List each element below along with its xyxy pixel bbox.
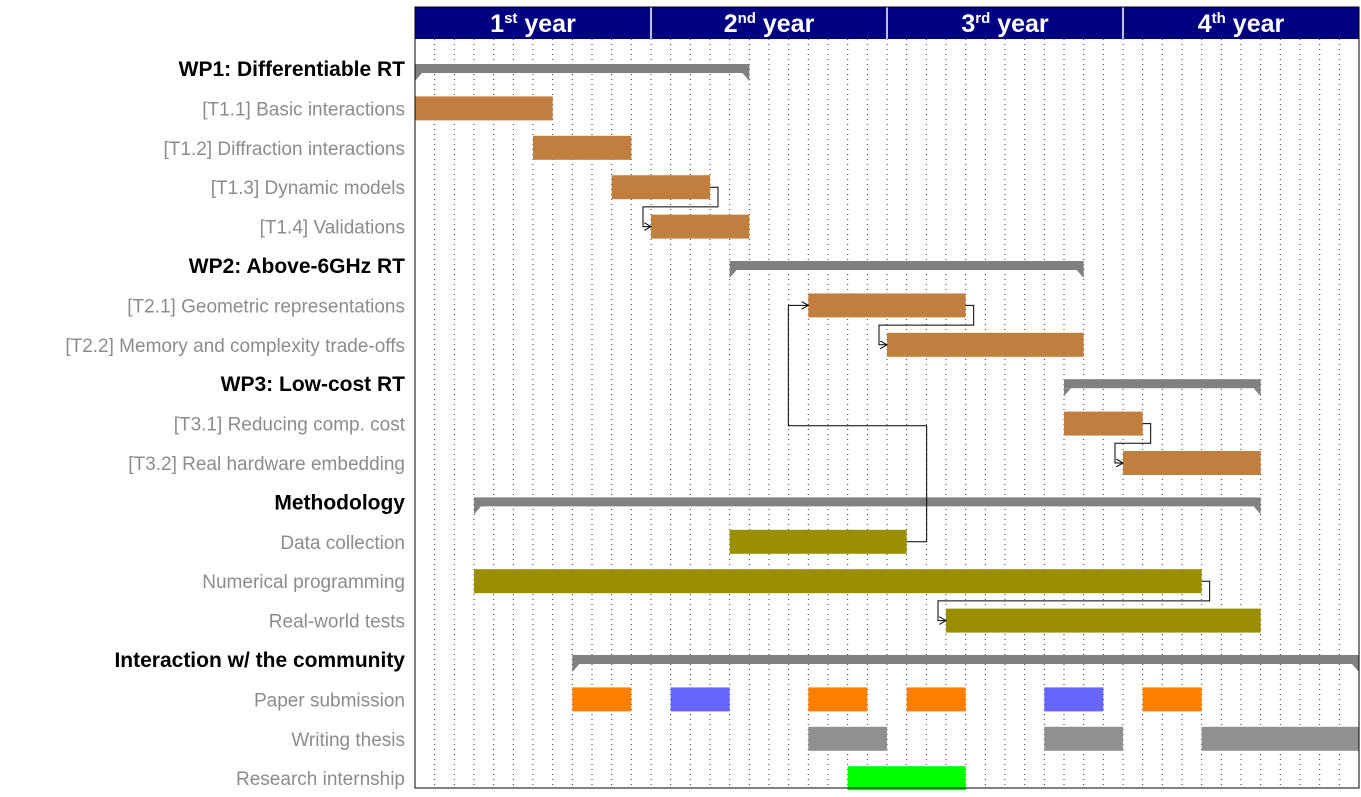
group-label: WP1: Differentiable RT [179, 58, 406, 81]
group-bar [474, 497, 1261, 507]
task-label: [T2.1] Geometric representations [127, 296, 405, 317]
group-bar-end-right [1076, 270, 1084, 278]
task-label: Research internship [236, 769, 405, 790]
group-bar-end-left [474, 506, 481, 515]
task-bar [415, 96, 553, 121]
year-label: 2nd year [724, 10, 815, 38]
group-bar [572, 655, 1359, 664]
task-bar [808, 726, 887, 751]
dependency-arrow [937, 580, 1211, 620]
task-bar [887, 332, 1084, 357]
task-bar [1142, 687, 1202, 712]
task-label: [T1.1] Basic interactions [202, 99, 405, 120]
group-bar-end-right [742, 73, 750, 81]
group-bar [415, 64, 750, 73]
task-bar [533, 135, 632, 160]
year-label: 4th year [1198, 10, 1285, 38]
task-bar [729, 529, 907, 554]
task-bar [611, 175, 710, 200]
group-label: Interaction w/ the community [114, 649, 405, 672]
task-label: [T3.1] Reducing comp. cost [174, 415, 406, 436]
dependency-arrow [878, 304, 975, 344]
chart-frame [414, 6, 1360, 789]
group-bar-end-right [1352, 664, 1359, 672]
task-bar [670, 687, 730, 712]
task-bar [651, 214, 750, 239]
group-label: Methodology [274, 491, 405, 514]
group-bar-end-left [572, 664, 580, 672]
task-bar [1044, 687, 1104, 712]
bars [415, 64, 1359, 791]
group-bar [729, 261, 1084, 270]
task-bar [474, 569, 1202, 594]
task-label: [T3.2] Real hardware embedding [128, 454, 405, 475]
task-label: [T1.3] Dynamic models [211, 178, 405, 199]
task-bar [808, 687, 868, 712]
dependency-arrow [787, 305, 928, 543]
dependency-arrow [1114, 423, 1152, 463]
task-bar [1064, 411, 1143, 436]
task-bar [847, 766, 966, 791]
group-bar-end-left [1064, 388, 1071, 397]
group-label: WP2: Above-6GHz RT [189, 255, 405, 278]
task-bar [808, 293, 966, 318]
task-label: Data collection [280, 533, 405, 554]
task-label: Writing thesis [291, 730, 405, 751]
year-header: 1st year 2nd year 3rd year 4th year [415, 7, 1359, 39]
task-label: [T2.2] Memory and complexity trade-offs [65, 336, 405, 357]
task-label: Numerical programming [202, 572, 405, 593]
task-label: Paper submission [254, 690, 405, 711]
task-label: [T1.2] Diffraction interactions [164, 139, 405, 160]
year-label: 1st year [490, 10, 576, 38]
group-label: WP3: Low-cost RT [221, 373, 405, 396]
group-bar-end-right [1253, 506, 1261, 515]
group-bar-end-right [1253, 388, 1261, 397]
dependency-arrow [642, 186, 719, 226]
task-label: [T1.4] Validations [260, 218, 405, 239]
task-bar [1123, 451, 1261, 475]
row-labels: WP1: Differentiable RT [T1.1] Basic inter… [65, 58, 405, 790]
group-bar [1064, 379, 1261, 389]
group-bar-end-left [729, 270, 737, 278]
dependency-arrows [642, 186, 1211, 620]
task-bar [572, 687, 632, 712]
task-bar [946, 608, 1261, 633]
task-label: Real-world tests [269, 612, 405, 633]
year-label: 3rd year [961, 10, 1049, 38]
task-bar [1201, 726, 1359, 751]
group-bar-end-left [415, 73, 422, 81]
task-bar [906, 687, 966, 712]
task-bar [1044, 726, 1123, 751]
